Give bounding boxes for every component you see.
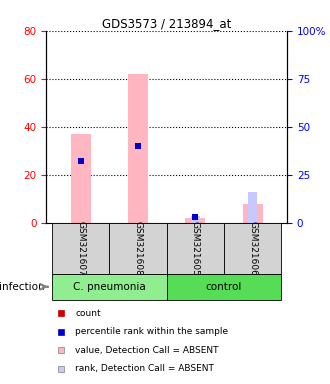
Bar — [52, 274, 167, 300]
Text: GSM321607: GSM321607 — [76, 221, 85, 276]
Bar — [167, 274, 281, 300]
Text: percentile rank within the sample: percentile rank within the sample — [75, 327, 228, 336]
Text: control: control — [206, 282, 242, 292]
Text: C. pneumonia: C. pneumonia — [73, 282, 146, 292]
Bar — [167, 223, 224, 274]
Text: infection: infection — [0, 282, 45, 292]
Text: rank, Detection Call = ABSENT: rank, Detection Call = ABSENT — [75, 364, 214, 373]
Bar — [224, 223, 281, 274]
Bar — [248, 192, 257, 223]
Bar — [109, 223, 167, 274]
Text: GSM321608: GSM321608 — [133, 221, 143, 276]
Text: value, Detection Call = ABSENT: value, Detection Call = ABSENT — [75, 346, 218, 355]
Title: GDS3573 / 213894_at: GDS3573 / 213894_at — [102, 17, 231, 30]
Bar — [243, 204, 263, 223]
Text: count: count — [75, 309, 101, 318]
Bar — [128, 74, 148, 223]
Text: GSM321605: GSM321605 — [191, 221, 200, 276]
Bar — [191, 215, 200, 223]
Bar — [185, 218, 205, 223]
Bar — [52, 223, 109, 274]
Text: GSM321606: GSM321606 — [248, 221, 257, 276]
Bar — [71, 134, 91, 223]
